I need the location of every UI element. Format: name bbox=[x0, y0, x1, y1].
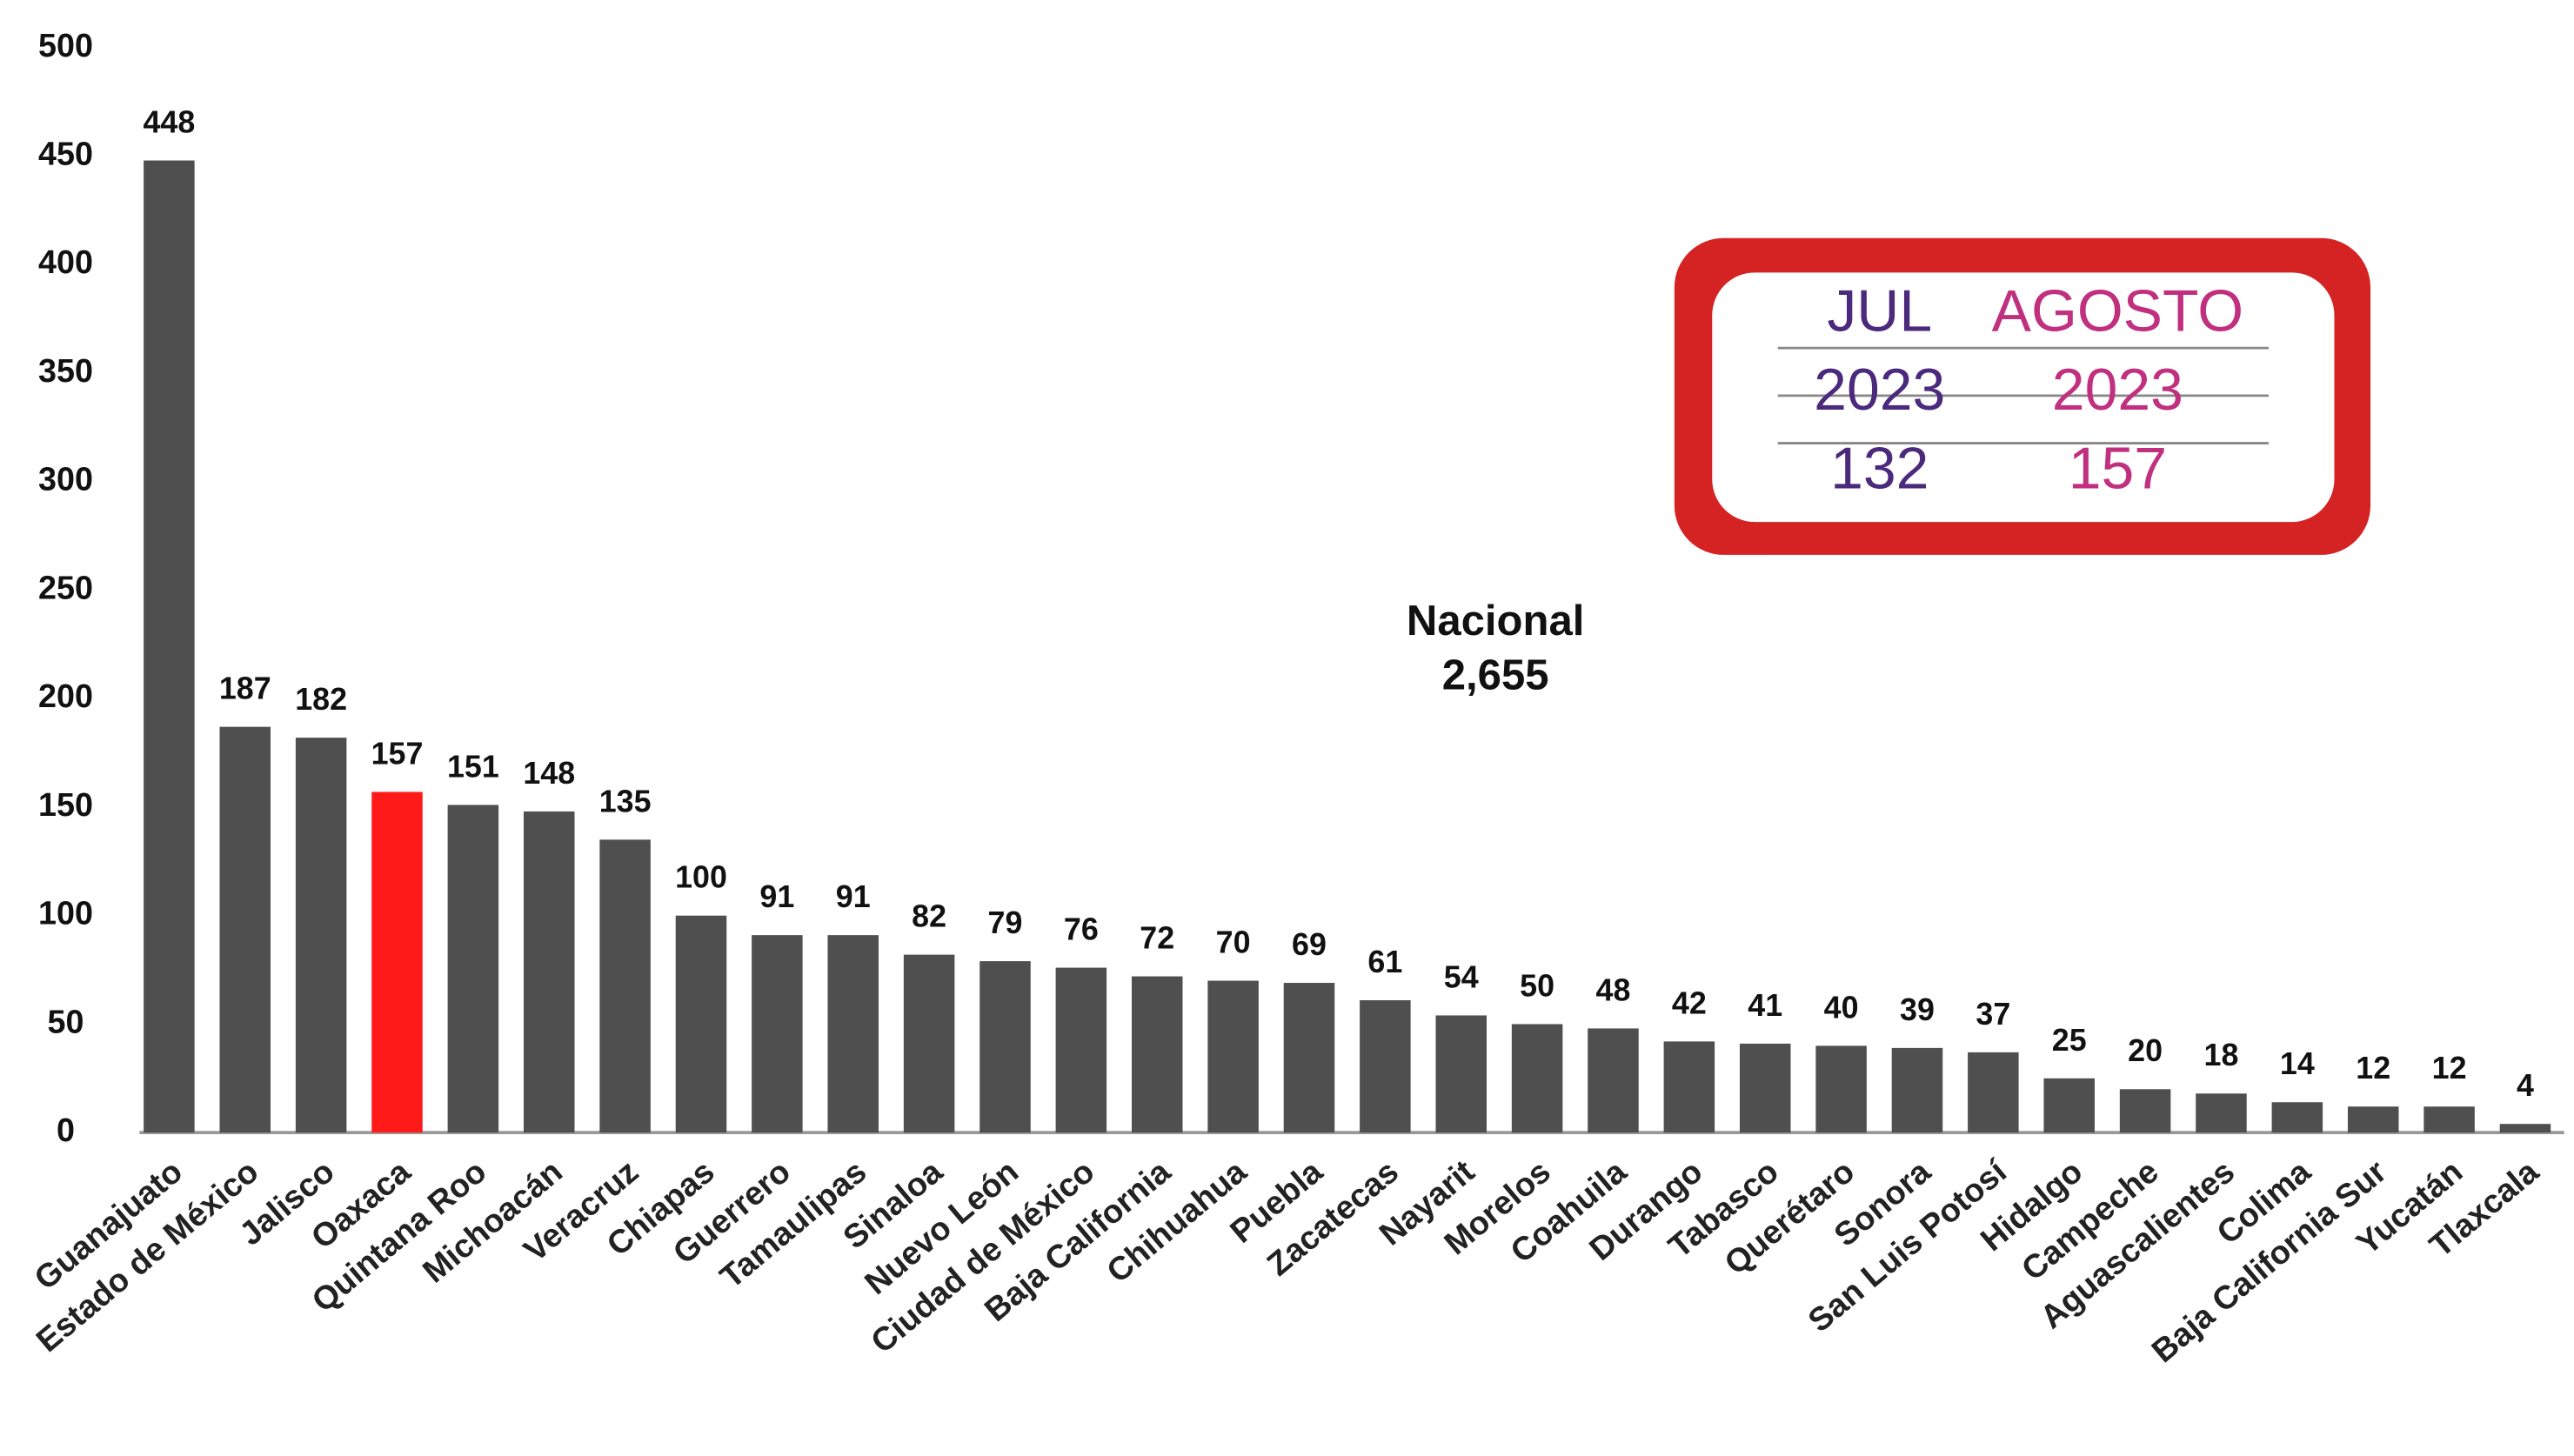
bar bbox=[219, 726, 271, 1133]
bar bbox=[2499, 1124, 2551, 1133]
value-label: 25 bbox=[2052, 1023, 2087, 1058]
bar bbox=[1891, 1047, 1943, 1133]
bar bbox=[2043, 1078, 2095, 1133]
bar bbox=[827, 935, 879, 1133]
y-tick-label: 50 bbox=[47, 1003, 84, 1039]
inset-value: 157 bbox=[2069, 436, 2167, 501]
value-label: 41 bbox=[1748, 988, 1782, 1023]
bar bbox=[523, 811, 575, 1133]
bar bbox=[2424, 1106, 2475, 1133]
bar bbox=[903, 954, 955, 1133]
value-label: 187 bbox=[219, 671, 271, 706]
value-label: 148 bbox=[523, 756, 575, 791]
y-tick-label: 250 bbox=[38, 569, 93, 605]
value-label: 100 bbox=[675, 860, 727, 895]
bar bbox=[2271, 1102, 2323, 1133]
bar bbox=[1435, 1015, 1487, 1133]
bar bbox=[1283, 983, 1335, 1133]
value-label: 69 bbox=[1292, 927, 1327, 962]
bar bbox=[2196, 1093, 2247, 1133]
y-tick-label: 0 bbox=[57, 1112, 75, 1148]
value-label: 18 bbox=[2204, 1038, 2239, 1072]
value-label: 61 bbox=[1367, 945, 1402, 979]
value-label: 91 bbox=[836, 879, 871, 914]
value-label: 54 bbox=[1444, 959, 1479, 994]
annotation-label: Nacional bbox=[1407, 598, 1584, 645]
bar bbox=[447, 805, 499, 1133]
bar bbox=[295, 738, 347, 1133]
inset-month: JUL bbox=[1827, 278, 1932, 344]
bar bbox=[599, 839, 651, 1133]
value-label: 157 bbox=[371, 736, 424, 771]
inset-value: 132 bbox=[1830, 436, 1929, 501]
annotation-value: 2,655 bbox=[1442, 651, 1549, 698]
value-label: 76 bbox=[1064, 912, 1099, 947]
y-tick-label: 450 bbox=[38, 135, 93, 171]
bar bbox=[1588, 1028, 1639, 1133]
inset-panel bbox=[1712, 272, 2335, 523]
value-label: 72 bbox=[1140, 921, 1174, 956]
y-tick-label: 100 bbox=[38, 895, 93, 932]
value-label: 50 bbox=[1520, 968, 1554, 1003]
bar bbox=[2119, 1089, 2171, 1133]
value-label: 37 bbox=[1976, 997, 2010, 1032]
bar bbox=[752, 935, 803, 1133]
bar bbox=[1968, 1052, 2019, 1133]
value-label: 42 bbox=[1672, 985, 1707, 1020]
value-label: 40 bbox=[1824, 990, 1859, 1025]
value-label: 48 bbox=[1596, 972, 1631, 1007]
bar bbox=[1055, 967, 1107, 1133]
bar bbox=[1360, 999, 1411, 1133]
value-label: 91 bbox=[759, 879, 794, 914]
value-label: 4 bbox=[2517, 1068, 2534, 1103]
bar bbox=[979, 961, 1031, 1133]
y-tick-label: 300 bbox=[38, 461, 93, 498]
inset-year: 2023 bbox=[2052, 357, 2183, 423]
inset-year: 2023 bbox=[1814, 357, 1945, 423]
value-label: 151 bbox=[447, 749, 499, 784]
y-tick-label: 500 bbox=[38, 27, 93, 63]
value-label: 20 bbox=[2128, 1033, 2163, 1068]
value-label: 135 bbox=[599, 784, 652, 818]
bar bbox=[1663, 1041, 1715, 1133]
value-label: 12 bbox=[2356, 1051, 2390, 1085]
bar bbox=[1739, 1043, 1791, 1133]
bar bbox=[1207, 980, 1259, 1133]
value-label: 14 bbox=[2280, 1046, 2315, 1081]
value-label: 79 bbox=[988, 905, 1023, 940]
value-label: 70 bbox=[1216, 925, 1251, 959]
value-label: 182 bbox=[295, 682, 347, 717]
bar bbox=[144, 160, 195, 1133]
bar bbox=[2347, 1106, 2399, 1133]
bar bbox=[371, 791, 423, 1133]
bar bbox=[1815, 1045, 1867, 1133]
y-tick-label: 350 bbox=[38, 352, 93, 389]
y-tick-label: 400 bbox=[38, 244, 93, 280]
bar bbox=[675, 915, 727, 1133]
value-label: 82 bbox=[912, 899, 946, 934]
y-tick-label: 150 bbox=[38, 786, 93, 823]
value-label: 39 bbox=[1900, 992, 1935, 1027]
value-label: 12 bbox=[2432, 1051, 2467, 1085]
inset-month: AGOSTO bbox=[1992, 278, 2243, 344]
bar bbox=[1131, 976, 1183, 1133]
bar bbox=[1511, 1024, 1563, 1133]
y-tick-label: 200 bbox=[38, 678, 93, 714]
value-label: 448 bbox=[143, 104, 195, 139]
